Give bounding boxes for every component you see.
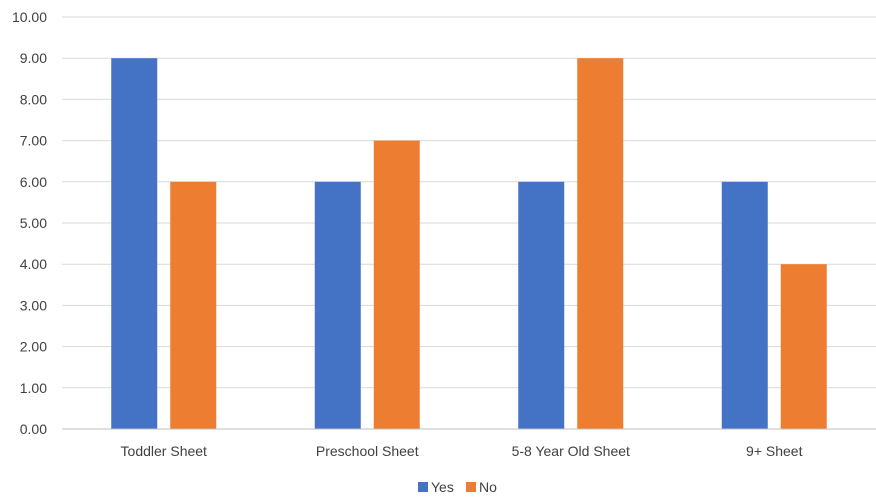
bar-no-1: [373, 140, 420, 429]
y-tick-label: 6.00: [20, 174, 47, 190]
bars: [111, 58, 827, 429]
legend-label-yes: Yes: [431, 479, 454, 495]
bar-yes-3: [721, 181, 768, 429]
category-label: Toddler Sheet: [121, 443, 208, 459]
category-label: Preschool Sheet: [316, 443, 419, 459]
y-tick-label: 7.00: [20, 133, 47, 149]
bar-yes-2: [518, 181, 565, 429]
category-labels: Toddler Sheet Preschool Sheet 5-8 Year Old…: [121, 443, 803, 459]
y-tick-label: 5.00: [20, 215, 47, 231]
legend-label-no: No: [479, 479, 497, 495]
bar-yes-0: [111, 58, 158, 429]
legend-swatch-no: [466, 482, 476, 492]
bar-yes-1: [314, 181, 361, 429]
bar-no-2: [577, 58, 624, 429]
y-tick-label: 10.00: [12, 9, 47, 25]
category-label: 5-8 Year Old Sheet: [512, 443, 630, 459]
legend-swatch-yes: [418, 482, 428, 492]
legend: Yes No: [418, 479, 497, 495]
y-tick-label: 4.00: [20, 256, 47, 272]
y-tick-label: 9.00: [20, 50, 47, 66]
category-label: 9+ Sheet: [746, 443, 803, 459]
y-tick-label: 8.00: [20, 91, 47, 107]
bar-no-0: [170, 181, 217, 429]
y-tick-label: 1.00: [20, 380, 47, 396]
bar-no-3: [780, 264, 827, 429]
y-axis-tick-labels: 0.00 1.00 2.00 3.00 4.00 5.00 6.00 7.00 8.00 9.00…: [12, 9, 47, 437]
y-tick-label: 3.00: [20, 297, 47, 313]
y-tick-label: 0.00: [20, 421, 47, 437]
y-tick-label: 2.00: [20, 339, 47, 355]
